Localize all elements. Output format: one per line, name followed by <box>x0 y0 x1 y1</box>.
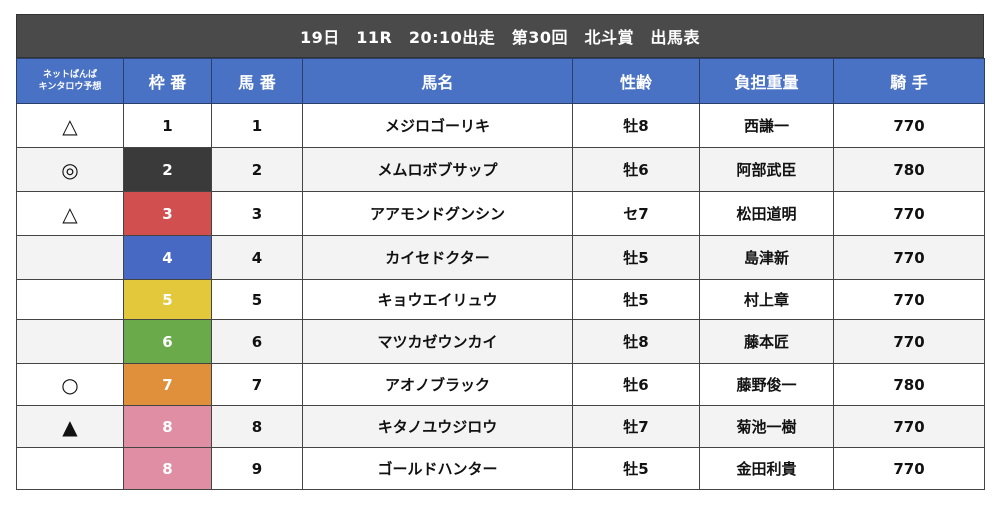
horse-number: 9 <box>211 447 303 490</box>
waku-number: 8 <box>123 405 212 448</box>
weight-value: 島津新 <box>699 235 834 280</box>
jockey-value: 770 <box>833 279 985 320</box>
weight-value: 金田利貴 <box>699 447 834 490</box>
table-row: △ 1 1 メジロゴーリキ 牡8 西謙一 770 <box>16 103 985 148</box>
horse-number: 1 <box>211 103 303 148</box>
sex-age: 牡8 <box>572 319 700 364</box>
prediction-mark <box>16 319 124 364</box>
horse-number: 8 <box>211 405 303 448</box>
table-row: 4 4 カイセドクター 牡5 島津新 770 <box>16 235 985 280</box>
horse-name: キョウエイリュウ <box>302 279 573 320</box>
waku-number: 6 <box>123 319 212 364</box>
race-title: 19日 11R 20:10出走 第30回 北斗賞 出馬表 <box>16 14 984 58</box>
table-row: ▲ 8 8 キタノユウジロウ 牡7 菊池一樹 770 <box>16 405 985 448</box>
sex-age: 牡7 <box>572 405 700 448</box>
header-prediction: ネットぱんぱ キンタロウ予想 <box>16 58 124 104</box>
jockey-value: 770 <box>833 103 985 148</box>
table-row: 6 6 マツカゼウンカイ 牡8 藤本匠 770 <box>16 319 985 364</box>
horse-name: カイセドクター <box>302 235 573 280</box>
weight-value: 藤野俊一 <box>699 363 834 406</box>
prediction-mark <box>16 447 124 490</box>
entry-table: ネットぱんぱ キンタロウ予想 枠 番 馬 番 馬名 性齢 負担重量 騎 手 △ 1… <box>16 58 985 490</box>
jockey-value: 770 <box>833 191 985 236</box>
jockey-value: 780 <box>833 363 985 406</box>
header-sex-age: 性齢 <box>572 58 700 104</box>
horse-name: キタノユウジロウ <box>302 405 573 448</box>
prediction-mark <box>16 279 124 320</box>
waku-number: 1 <box>123 103 212 148</box>
jockey-value: 770 <box>833 405 985 448</box>
weight-value: 松田道明 <box>699 191 834 236</box>
prediction-mark: ◎ <box>16 147 124 192</box>
waku-number: 7 <box>123 363 212 406</box>
prediction-mark: ▲ <box>16 405 124 448</box>
table-row: 5 5 キョウエイリュウ 牡5 村上章 770 <box>16 279 985 320</box>
weight-value: 菊池一樹 <box>699 405 834 448</box>
table-row: △ 3 3 アアモンドグンシン セ7 松田道明 770 <box>16 191 985 236</box>
jockey-value: 770 <box>833 235 985 280</box>
horse-name: アアモンドグンシン <box>302 191 573 236</box>
header-horse-name: 馬名 <box>302 58 573 104</box>
sex-age: 牡5 <box>572 447 700 490</box>
horse-number: 6 <box>211 319 303 364</box>
horse-number: 4 <box>211 235 303 280</box>
prediction-mark: ○ <box>16 363 124 406</box>
table-row: 8 9 ゴールドハンター 牡5 金田利貴 770 <box>16 447 985 490</box>
weight-value: 村上章 <box>699 279 834 320</box>
waku-number: 4 <box>123 235 212 280</box>
waku-number: 8 <box>123 447 212 490</box>
sex-age: 牡5 <box>572 235 700 280</box>
header-row: ネットぱんぱ キンタロウ予想 枠 番 馬 番 馬名 性齢 負担重量 騎 手 <box>16 58 985 104</box>
weight-value: 阿部武臣 <box>699 147 834 192</box>
header-prediction-line1: ネットぱんぱ <box>42 70 97 80</box>
horse-name: ゴールドハンター <box>302 447 573 490</box>
horse-name: メジロゴーリキ <box>302 103 573 148</box>
sex-age: 牡8 <box>572 103 700 148</box>
jockey-value: 770 <box>833 319 985 364</box>
jockey-value: 780 <box>833 147 985 192</box>
prediction-mark: △ <box>16 191 124 236</box>
sex-age: セ7 <box>572 191 700 236</box>
weight-value: 西謙一 <box>699 103 834 148</box>
sex-age: 牡6 <box>572 363 700 406</box>
weight-value: 藤本匠 <box>699 319 834 364</box>
header-prediction-line2: キンタロウ予想 <box>38 82 102 92</box>
table-row: ◎ 2 2 メムロボブサップ 牡6 阿部武臣 780 <box>16 147 985 192</box>
horse-number: 3 <box>211 191 303 236</box>
header-umaban: 馬 番 <box>211 58 303 104</box>
waku-number: 3 <box>123 191 212 236</box>
jockey-value: 770 <box>833 447 985 490</box>
header-jockey: 騎 手 <box>833 58 985 104</box>
horse-number: 2 <box>211 147 303 192</box>
horse-name: マツカゼウンカイ <box>302 319 573 364</box>
horse-number: 5 <box>211 279 303 320</box>
table-row: ○ 7 7 アオノブラック 牡6 藤野俊一 780 <box>16 363 985 406</box>
prediction-mark: △ <box>16 103 124 148</box>
waku-number: 2 <box>123 147 212 192</box>
waku-number: 5 <box>123 279 212 320</box>
horse-name: メムロボブサップ <box>302 147 573 192</box>
header-weight: 負担重量 <box>699 58 834 104</box>
horse-name: アオノブラック <box>302 363 573 406</box>
race-card: 19日 11R 20:10出走 第30回 北斗賞 出馬表 ネットぱんぱ キンタロ… <box>16 14 985 490</box>
sex-age: 牡5 <box>572 279 700 320</box>
horse-number: 7 <box>211 363 303 406</box>
sex-age: 牡6 <box>572 147 700 192</box>
header-waku: 枠 番 <box>123 58 212 104</box>
prediction-mark <box>16 235 124 280</box>
